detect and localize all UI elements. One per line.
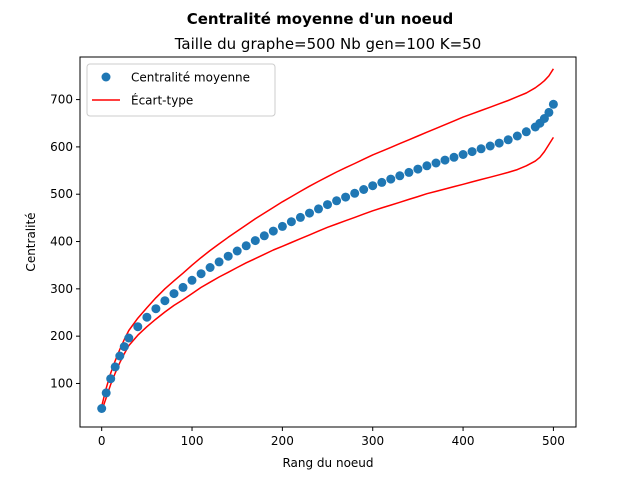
std-line-2 (100, 136, 555, 412)
legend-label-std: Écart-type (131, 93, 193, 108)
mean-point (259, 231, 269, 241)
mean-point (223, 251, 233, 261)
mean-point (196, 269, 206, 279)
mean-point (395, 171, 405, 181)
mean-point (187, 275, 197, 285)
mean-point (449, 152, 459, 162)
series-layer (97, 68, 558, 413)
y-tick-label: 400 (50, 235, 73, 249)
x-axis-ticks: 0 100 200 300 400 500 (98, 427, 565, 448)
mean-point (268, 226, 278, 236)
mean-point (458, 150, 468, 159)
mean-point (142, 312, 152, 322)
mean-point (97, 404, 107, 413)
x-tick-label: 500 (542, 434, 565, 448)
mean-point (544, 107, 554, 117)
y-tick-label: 500 (50, 187, 73, 201)
mean-point (133, 322, 143, 332)
x-tick-label: 300 (361, 434, 384, 448)
y-axis-label: Centralité (24, 212, 38, 271)
chart-title: Centralité moyenne d'un noeud (187, 10, 454, 28)
y-tick-label: 100 (50, 376, 73, 390)
mean-point (110, 362, 120, 372)
mean-point (205, 263, 215, 272)
mean-point (476, 144, 486, 154)
x-tick-label: 100 (181, 434, 204, 448)
std-line-1 (100, 68, 555, 407)
mean-point (413, 164, 423, 174)
mean-point (404, 167, 414, 177)
legend-marker-mean (101, 72, 111, 82)
mean-point (548, 99, 558, 109)
mean-point (494, 138, 504, 148)
y-tick-label: 600 (50, 140, 73, 154)
y-axis-ticks: 100 200 300 400 500 600 700 (50, 93, 80, 390)
mean-point (386, 174, 396, 184)
mean-point (277, 221, 287, 231)
mean-point (241, 241, 251, 251)
mean-point (512, 131, 522, 141)
mean-point (119, 342, 129, 352)
mean-point (377, 177, 387, 187)
chart-subtitle: Taille du graphe=500 Nb gen=100 K=50 (174, 35, 482, 53)
x-axis-label: Rang du noeud (282, 456, 373, 470)
x-tick-label: 0 (98, 434, 106, 448)
y-tick-label: 700 (50, 93, 73, 107)
x-tick-label: 400 (452, 434, 475, 448)
mean-point (101, 388, 111, 398)
mean-point (422, 161, 432, 171)
mean-point (440, 155, 450, 165)
plot-frame (79, 56, 577, 428)
mean-point (359, 185, 369, 194)
legend-label-mean: Centralité moyenne (131, 71, 250, 85)
mean-point (368, 181, 378, 191)
mean-point (323, 200, 332, 210)
mean-point (232, 246, 242, 256)
mean-point (124, 333, 134, 343)
mean-point (305, 208, 314, 218)
y-tick-label: 300 (50, 282, 73, 296)
mean-point (169, 289, 179, 299)
mean-point (286, 217, 296, 227)
mean-point (485, 141, 495, 151)
mean-point (431, 158, 441, 168)
mean-point (115, 351, 125, 361)
mean-point (178, 282, 188, 292)
mean-point (332, 196, 342, 206)
mean-point (106, 374, 116, 384)
legend-box (86, 63, 276, 117)
mean-point (350, 188, 360, 198)
mean-point (503, 135, 513, 145)
mean-point (160, 296, 170, 306)
mean-point (467, 147, 477, 157)
mean-point (151, 304, 161, 314)
mean-point (295, 212, 305, 222)
mean-point (341, 192, 351, 202)
y-tick-label: 200 (50, 329, 73, 343)
mean-point (250, 236, 260, 246)
x-tick-label: 200 (271, 434, 294, 448)
mean-point (214, 257, 224, 267)
mean-point (521, 127, 531, 137)
mean-point (314, 204, 323, 214)
legend: Centralité moyenne Écart-type (86, 63, 276, 117)
